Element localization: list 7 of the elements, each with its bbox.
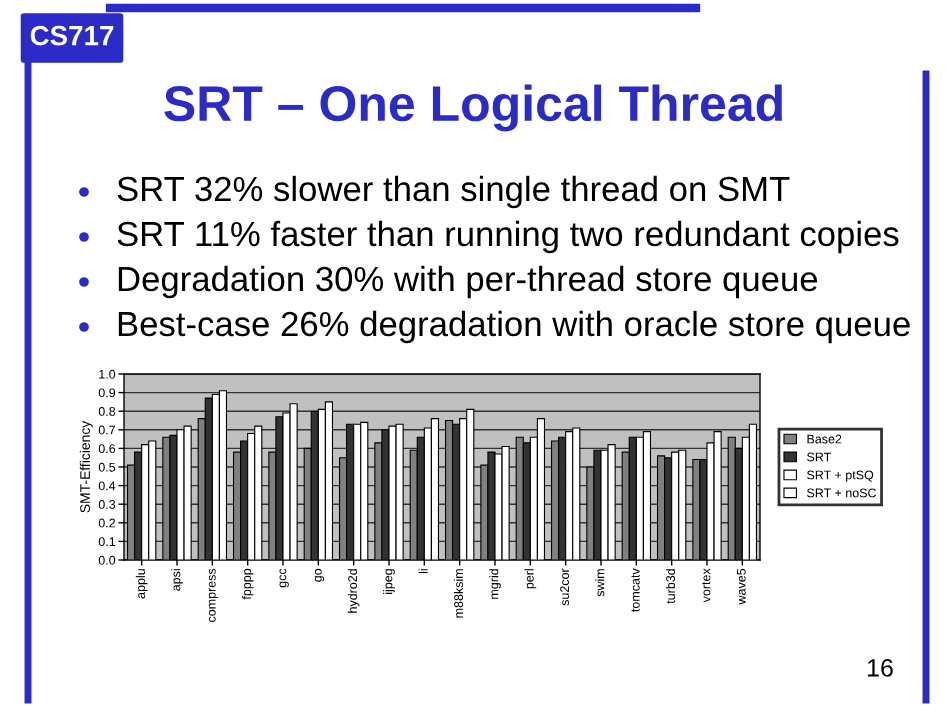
text: Best-case 26% degradation with oracle store queue (118, 310, 910, 344)
chart-title: SRT – One Logical Thread (164, 84, 782, 132)
text: SRT 11% faster than running two redundant copies (117, 220, 899, 254)
text: Degradation 30% with per-thread store queue (118, 265, 818, 299)
text: SRT 32% slower than single thread on SMT (117, 175, 790, 209)
text: CS717 (30, 25, 114, 46)
text: 16 (868, 659, 893, 677)
